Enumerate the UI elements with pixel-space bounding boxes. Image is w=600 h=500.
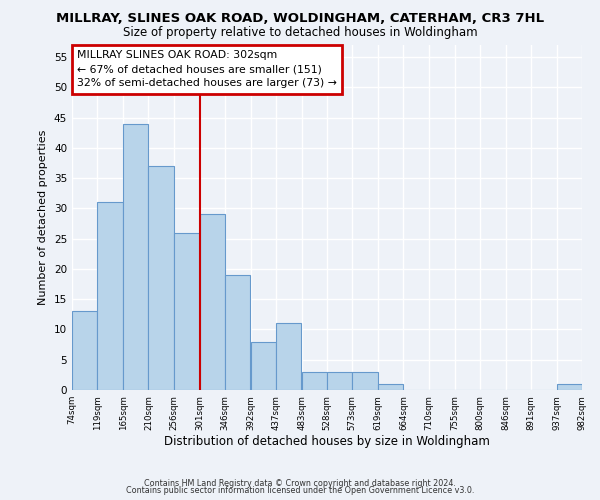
Text: MILLRAY SLINES OAK ROAD: 302sqm
← 67% of detached houses are smaller (151)
32% o: MILLRAY SLINES OAK ROAD: 302sqm ← 67% of…	[77, 50, 337, 88]
Bar	[148, 166, 173, 390]
Text: Contains public sector information licensed under the Open Government Licence v3: Contains public sector information licen…	[126, 486, 474, 495]
Bar	[123, 124, 148, 390]
Bar	[557, 384, 582, 390]
Y-axis label: Number of detached properties: Number of detached properties	[38, 130, 49, 305]
Bar	[378, 384, 403, 390]
Bar	[72, 312, 97, 390]
Bar	[97, 202, 122, 390]
Bar	[352, 372, 377, 390]
Bar	[251, 342, 276, 390]
Bar	[327, 372, 352, 390]
Bar	[302, 372, 327, 390]
Bar	[276, 324, 301, 390]
Text: Size of property relative to detached houses in Woldingham: Size of property relative to detached ho…	[122, 26, 478, 39]
Text: MILLRAY, SLINES OAK ROAD, WOLDINGHAM, CATERHAM, CR3 7HL: MILLRAY, SLINES OAK ROAD, WOLDINGHAM, CA…	[56, 12, 544, 26]
Bar	[174, 232, 199, 390]
Bar	[199, 214, 225, 390]
Bar	[225, 275, 250, 390]
Text: Contains HM Land Registry data © Crown copyright and database right 2024.: Contains HM Land Registry data © Crown c…	[144, 478, 456, 488]
X-axis label: Distribution of detached houses by size in Woldingham: Distribution of detached houses by size …	[164, 436, 490, 448]
